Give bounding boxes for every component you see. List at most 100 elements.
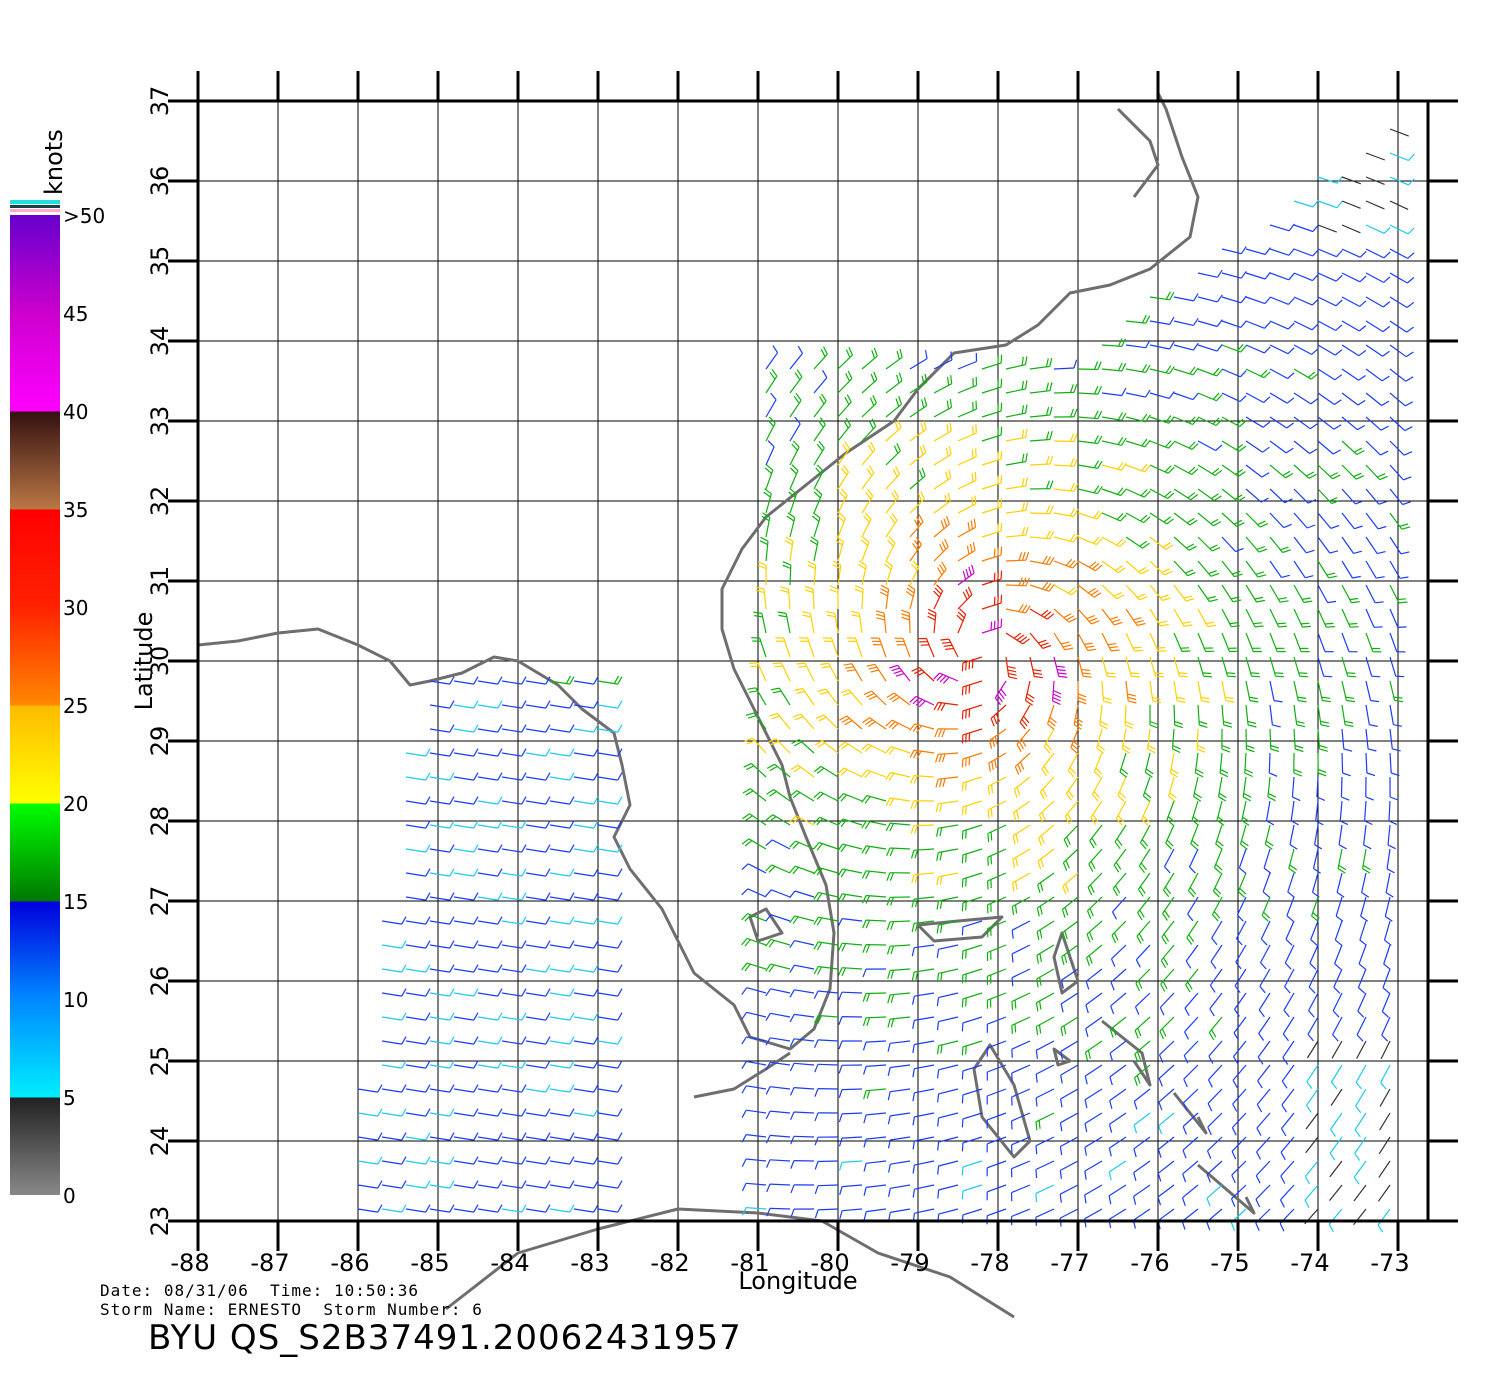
wind-barb-feather [1013,812,1017,821]
wind-barb-feather [921,399,925,408]
wind-barb-feather [974,471,977,481]
wind-barb-feather [865,920,871,929]
wind-barb [741,1036,767,1045]
wind-barb-feather [765,864,773,872]
wind-barb-shaft [1365,176,1385,185]
wind-barb-feather [888,798,895,807]
wind-barb-feather [1124,720,1134,726]
wind-barb [501,1180,527,1189]
wind-barb-feather [1049,505,1054,514]
wind-barb-shaft [745,1207,767,1210]
wind-barb-feather [1182,1149,1187,1159]
wind-barb [477,1060,503,1069]
wind-barb [1269,296,1295,305]
wind-barb-feather [1203,675,1213,678]
wind-barb-feather [1117,338,1123,347]
wind-barb-feather [912,1140,915,1150]
wind-barb-feather [1195,772,1204,778]
wind-barb [934,728,959,738]
wind-barb-shaft [573,800,594,805]
wind-barb-feather [1145,768,1154,775]
x-tick-label: -82 [650,1249,689,1277]
wind-barb-shaft [549,1184,570,1189]
wind-barb-feather [617,676,623,685]
wind-barb-feather [1109,1076,1113,1086]
wind-barb [1284,944,1295,970]
wind-barb [766,789,791,802]
wind-barb-feather [816,443,823,452]
wind-barb-feather [1013,632,1022,639]
wind-barb-feather [920,490,925,500]
wind-barb-shaft [405,1136,426,1141]
wind-barb [1035,1160,1055,1179]
wind-barb-shaft [1101,560,1119,574]
wind-barb [885,489,899,514]
wind-barb-feather [1216,819,1225,826]
wind-barb-feather [1049,382,1053,391]
wind-barb-feather [965,853,967,863]
wind-barb [1310,920,1319,946]
wind-barb [1389,656,1405,678]
wind-barb-feather [449,796,455,805]
wind-barb [381,1132,407,1141]
wind-barb [1038,800,1055,823]
wind-barb-shaft [1293,440,1310,454]
wind-barb [1245,392,1271,404]
wind-barb-shaft [1084,1064,1103,1077]
wind-barb-shaft [1060,1112,1079,1124]
wind-barb-feather [1133,1077,1138,1086]
wind-barb [799,637,815,658]
wind-barb [910,848,935,859]
wind-barb [525,1156,551,1165]
wind-barb-feather [1303,600,1313,603]
wind-barb-feather [1205,621,1215,625]
wind-barb [1165,824,1175,850]
wind-barb-feather [965,973,967,983]
wind-barb-shaft [837,471,850,490]
wind-barb-feather [545,1036,551,1045]
wind-barb-feather [569,772,575,781]
wind-barb-shaft [381,944,402,949]
wind-barb-feather [794,372,801,381]
wind-barb [429,700,455,709]
wind-barb-shaft [357,1088,378,1093]
wind-barb-feather [873,347,878,357]
wind-barb [1255,1160,1271,1184]
wind-barb-shaft [501,752,522,757]
wind-barb-shaft [381,1040,402,1045]
wind-barb-feather [744,939,751,947]
wind-barb [765,864,791,874]
wind-barb [1036,920,1055,941]
wind-barb [597,748,623,757]
wind-barb [741,838,767,850]
wind-barb [1305,1112,1319,1130]
wind-barb-feather [1311,348,1319,355]
wind-barb-feather [865,944,871,953]
wind-barb [887,1016,911,1028]
wind-barb-feather [746,765,755,771]
wind-barb [1114,824,1127,850]
wind-barb-feather [1250,672,1260,675]
wind-barb-feather [425,1108,431,1117]
wind-barb [766,763,791,778]
wind-barb-feather [888,721,896,728]
wind-barb-feather [794,716,804,721]
wind-barb-shaft [746,1134,767,1138]
wind-barb [861,845,887,855]
wind-barb-shaft [1245,344,1265,354]
wind-barb-feather [1147,744,1156,750]
wind-barb-shaft [1332,1016,1343,1035]
wind-barb [741,1207,767,1216]
wind-barb-feather [1089,931,1094,941]
wind-barb-feather [1045,406,1050,416]
wind-barb-feather [1355,475,1365,480]
wind-barb [780,586,791,610]
wind-barb-shaft [1380,1064,1391,1083]
wind-barb-shaft [1341,296,1360,307]
wind-barb-feather [449,772,455,781]
wind-barb-feather [946,400,950,410]
wind-barb-feather [1035,1074,1038,1083]
wind-barb [994,680,1007,706]
wind-barb-feather [1282,1057,1289,1065]
wind-barb [861,418,877,442]
